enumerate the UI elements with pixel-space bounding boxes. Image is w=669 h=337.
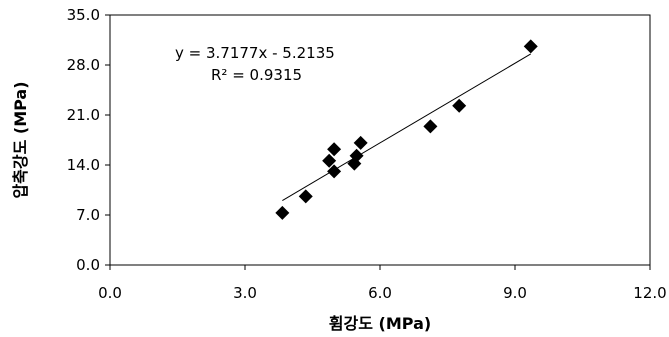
data-point [275,205,290,220]
x-axis-title: 휨강도 (MPa) [329,314,431,333]
data-point [423,119,438,134]
data-point [452,98,467,113]
x-tick-label: 9.0 [503,284,527,302]
trendline [282,53,532,201]
y-axis-ticks: 0.0 7.0 14.0 21.0 28.0 35.0 [67,6,110,274]
data-point [349,148,364,163]
y-tick-label: 28.0 [67,56,100,74]
x-tick-label: 6.0 [368,284,392,302]
data-point [322,153,337,168]
x-tick-label: 3.0 [233,284,257,302]
data-point [327,142,342,157]
data-points [275,39,538,220]
y-tick-label: 35.0 [67,6,100,24]
data-point [327,164,342,179]
data-point [298,189,313,204]
y-tick-label: 0.0 [76,256,100,274]
data-point [353,135,368,150]
trendline-equation: y = 3.7177x - 5.2135 [175,44,335,62]
x-tick-label: 0.0 [98,284,122,302]
y-axis-title: 압축강도 (MPa) [11,81,30,198]
y-tick-label: 7.0 [76,206,100,224]
x-tick-label: 12.0 [633,284,666,302]
trendline-r-squared: R² = 0.9315 [211,66,302,84]
y-tick-label: 21.0 [67,106,100,124]
y-tick-label: 14.0 [67,156,100,174]
data-point [523,39,538,54]
x-axis-ticks: 0.0 3.0 6.0 9.0 12.0 [98,265,667,302]
